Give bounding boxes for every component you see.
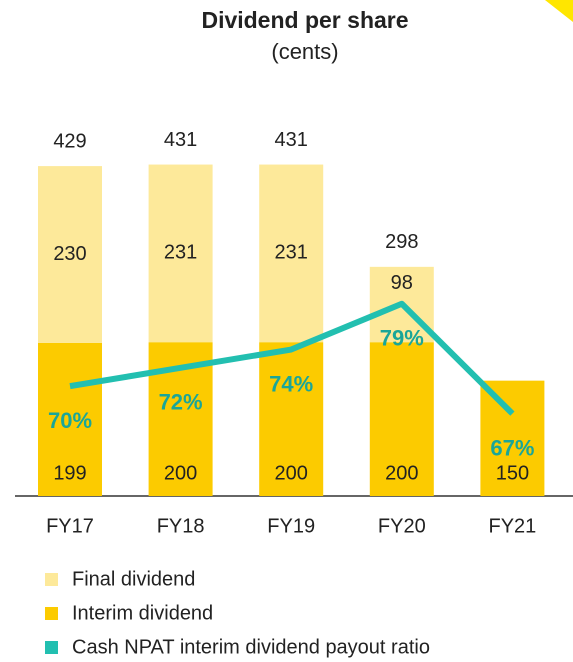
data-label: 200 xyxy=(385,462,418,484)
x-tick-label: FY21 xyxy=(488,515,536,537)
total-label: 431 xyxy=(164,129,197,151)
legend-swatch xyxy=(45,641,58,654)
corner-decoration xyxy=(545,0,573,22)
chart-title: Dividend per share xyxy=(201,7,408,33)
total-label: 298 xyxy=(385,231,418,253)
data-label: 200 xyxy=(164,462,197,484)
bar-segment xyxy=(38,166,102,343)
data-label: 200 xyxy=(275,462,308,484)
bar-segment xyxy=(369,342,434,496)
ratio-label: 79% xyxy=(380,326,424,351)
legend-label: Cash NPAT interim dividend payout ratio xyxy=(72,636,430,658)
bar-segment xyxy=(38,342,102,496)
total-label: 431 xyxy=(275,129,308,151)
bar-segment xyxy=(148,164,213,343)
data-label: 150 xyxy=(496,462,529,484)
legend-swatch xyxy=(45,607,58,620)
ratio-label: 70% xyxy=(48,408,92,433)
chart-subtitle: (cents) xyxy=(271,39,338,64)
data-label: 231 xyxy=(275,242,308,264)
ratio-label: 72% xyxy=(159,390,203,415)
x-tick-label: FY18 xyxy=(157,515,205,537)
legend-swatch xyxy=(45,573,58,586)
data-label: 231 xyxy=(164,242,197,264)
data-label: 199 xyxy=(53,462,86,484)
data-label: 98 xyxy=(391,272,413,294)
data-label: 230 xyxy=(53,243,86,265)
ratio-label: 67% xyxy=(490,435,534,460)
bar-segment xyxy=(259,342,324,496)
ratio-line xyxy=(69,300,515,416)
x-tick-label: FY19 xyxy=(267,515,315,537)
x-tick-label: FY17 xyxy=(46,515,94,537)
legend-label: Final dividend xyxy=(72,568,195,590)
total-label: 429 xyxy=(53,130,86,152)
bar-segment xyxy=(259,164,324,343)
x-tick-label: FY20 xyxy=(378,515,426,537)
bar-segment xyxy=(480,380,545,496)
ratio-label: 74% xyxy=(269,371,313,396)
legend-label: Interim dividend xyxy=(72,602,213,624)
